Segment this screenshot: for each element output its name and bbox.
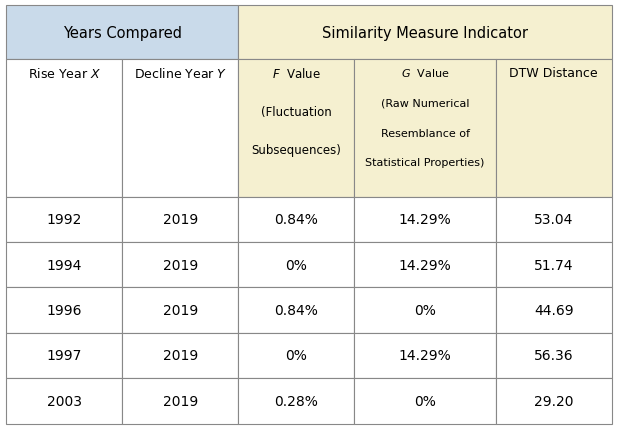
Bar bbox=[239, 288, 355, 333]
Text: 14.29%: 14.29% bbox=[399, 349, 451, 362]
Text: 1994: 1994 bbox=[47, 258, 82, 272]
Text: 2019: 2019 bbox=[163, 303, 198, 317]
Bar bbox=[239, 197, 355, 243]
Text: Years Compared: Years Compared bbox=[63, 25, 182, 40]
Bar bbox=[355, 288, 495, 333]
Bar bbox=[122, 243, 239, 288]
Bar bbox=[122, 378, 239, 424]
Text: 0.28%: 0.28% bbox=[275, 394, 319, 408]
Bar bbox=[355, 378, 495, 424]
Bar bbox=[355, 59, 495, 197]
Text: $\mathit{G}$  Value

(Raw Numerical

Resemblance of

Statistical Properties): $\mathit{G}$ Value (Raw Numerical Resemb… bbox=[365, 67, 484, 168]
Text: 14.29%: 14.29% bbox=[399, 213, 451, 227]
Bar bbox=[239, 333, 355, 378]
Bar bbox=[355, 197, 495, 243]
Text: 56.36: 56.36 bbox=[534, 349, 573, 362]
Text: 0%: 0% bbox=[285, 349, 307, 362]
Text: 2019: 2019 bbox=[163, 258, 198, 272]
Bar bbox=[239, 243, 355, 288]
Bar bbox=[6, 378, 122, 424]
Bar bbox=[6, 288, 122, 333]
Bar bbox=[355, 243, 495, 288]
Text: 2019: 2019 bbox=[163, 213, 198, 227]
Bar bbox=[239, 6, 612, 59]
Text: 14.29%: 14.29% bbox=[399, 258, 451, 272]
Text: 1992: 1992 bbox=[47, 213, 82, 227]
Bar bbox=[6, 6, 239, 59]
Text: 51.74: 51.74 bbox=[534, 258, 573, 272]
Text: Rise Year $\mathit{X}$: Rise Year $\mathit{X}$ bbox=[28, 67, 101, 81]
Bar bbox=[495, 333, 612, 378]
Text: Similarity Measure Indicator: Similarity Measure Indicator bbox=[322, 25, 528, 40]
Bar bbox=[122, 197, 239, 243]
Bar bbox=[6, 59, 122, 197]
Text: 0.84%: 0.84% bbox=[275, 303, 319, 317]
Text: Decline Year $\mathit{Y}$: Decline Year $\mathit{Y}$ bbox=[134, 67, 227, 81]
Text: 0%: 0% bbox=[414, 394, 436, 408]
Text: 2019: 2019 bbox=[163, 394, 198, 408]
Text: $\mathit{F}$  Value

(Fluctuation

Subsequences): $\mathit{F}$ Value (Fluctuation Subseque… bbox=[252, 67, 341, 157]
Text: 53.04: 53.04 bbox=[534, 213, 573, 227]
Bar bbox=[495, 59, 612, 197]
Bar bbox=[495, 197, 612, 243]
Bar bbox=[495, 378, 612, 424]
Bar bbox=[6, 243, 122, 288]
Bar bbox=[239, 378, 355, 424]
Text: 0%: 0% bbox=[414, 303, 436, 317]
Bar bbox=[122, 288, 239, 333]
Bar bbox=[495, 243, 612, 288]
Text: 1997: 1997 bbox=[47, 349, 82, 362]
Bar bbox=[122, 59, 239, 197]
Text: 1996: 1996 bbox=[47, 303, 82, 317]
Text: 29.20: 29.20 bbox=[534, 394, 573, 408]
Text: 0.84%: 0.84% bbox=[275, 213, 319, 227]
Bar bbox=[6, 197, 122, 243]
Bar bbox=[239, 59, 355, 197]
Text: 0%: 0% bbox=[285, 258, 307, 272]
Bar bbox=[6, 333, 122, 378]
Bar bbox=[495, 288, 612, 333]
Text: 44.69: 44.69 bbox=[534, 303, 573, 317]
Text: DTW Distance: DTW Distance bbox=[509, 67, 598, 80]
Bar bbox=[355, 333, 495, 378]
Bar bbox=[122, 333, 239, 378]
Text: 2019: 2019 bbox=[163, 349, 198, 362]
Text: 2003: 2003 bbox=[47, 394, 82, 408]
